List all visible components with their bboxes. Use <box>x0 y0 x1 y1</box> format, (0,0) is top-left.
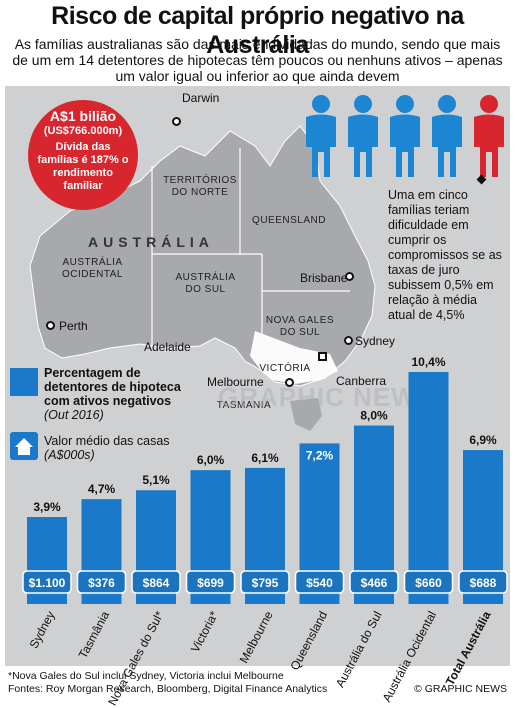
house-legend-label: Valor médio das casas (A$000s) <box>44 434 170 462</box>
bar-legend-date: (Out 2016) <box>44 408 104 422</box>
city-dot-perth <box>46 321 55 330</box>
category-label-4: Melbourne <box>237 609 276 666</box>
house-value-label-6: $466 <box>361 576 388 590</box>
person-icon <box>432 95 462 177</box>
city-brisbane: Brisbane <box>300 271 348 285</box>
person-icon <box>390 95 420 177</box>
house-value-label-4: $795 <box>252 576 279 590</box>
category-label-1: Tasmânia <box>76 609 113 661</box>
interest-rate-note: Uma em cinco famílias teriam dificuldade… <box>388 188 502 322</box>
city-dot-darwin <box>172 117 181 126</box>
category-label-3: Victoria* <box>188 609 221 655</box>
city-dot-canberra <box>318 352 327 361</box>
mainland-shape <box>29 125 376 387</box>
people-icons <box>306 95 504 177</box>
bar-value-label-2: 5,1% <box>142 473 170 487</box>
bar-value-label-0: 3,9% <box>33 500 61 514</box>
person-icon <box>348 95 378 177</box>
victoria-shape <box>250 331 338 384</box>
house-value-label-0: $1.100 <box>29 576 66 590</box>
region-south-australia: AUSTRÁLIA DO SUL <box>175 272 236 295</box>
person-icon-highlighted <box>474 95 504 177</box>
house-value-badge-1 <box>76 570 127 594</box>
house-value-badge-8 <box>458 570 508 594</box>
house-value-badge-3 <box>185 570 236 594</box>
bar-legend-label: Percentagem de detentores de hipoteca co… <box>44 366 189 422</box>
city-dot-melbourne <box>285 378 294 387</box>
stat-description: Dívida das famílias é 187% o rendimento … <box>37 141 129 192</box>
region-new-south-wales: NOVA GALES DO SUL <box>265 315 335 338</box>
house-value-label-3: $699 <box>197 576 224 590</box>
category-label-6: Austrália do Sul <box>333 609 385 690</box>
bar-value-label-6: 8,0% <box>360 409 388 423</box>
house-value-label-7: $660 <box>415 576 442 590</box>
bar-legend-swatch <box>10 368 38 396</box>
category-label-0: Sydney <box>26 609 57 651</box>
footnote-text: *Nova Gales do Sul inclui Sydney, Victor… <box>8 670 284 682</box>
credit: © GRAPHIC NEWS <box>414 683 507 695</box>
bar-value-label-7: 10,4% <box>411 355 445 369</box>
bar-7 <box>408 372 449 604</box>
region-queensland: QUEENSLAND <box>252 215 326 226</box>
city-canberra: Canberra <box>336 374 387 388</box>
house-value-badge-5 <box>294 570 345 594</box>
category-label-8: Total Austrália <box>443 609 494 688</box>
australia-map <box>29 125 376 431</box>
house-legend-unit: (A$000s) <box>44 448 95 462</box>
tasmania-shape <box>290 398 322 431</box>
person-icon <box>306 95 336 177</box>
city-adelaide: Adelaide <box>144 340 191 354</box>
house-value-label-5: $540 <box>306 576 333 590</box>
page-title: Risco de capital próprio negativo na Aus… <box>51 2 464 59</box>
household-debt-stat: A$1 bilião (US$766.000m) Dívida das famí… <box>28 100 138 210</box>
house-legend-icon <box>10 432 38 460</box>
region-victoria: VICTÓRIA <box>259 363 311 374</box>
house-value-badge-7 <box>403 570 454 594</box>
bar-value-label-5: 7,2% <box>306 448 334 462</box>
city-sydney: Sydney <box>355 334 396 348</box>
house-value-label-2: $864 <box>143 576 170 590</box>
bar-value-label-8: 6,9% <box>469 433 497 447</box>
page-subtitle: As famílias australianas são das mais en… <box>12 36 503 84</box>
region-western-australia: AUSTRÁLIA OCIDENTAL <box>62 257 123 280</box>
house-value-badge-4 <box>240 570 290 594</box>
house-legend-text: Valor médio das casas <box>44 434 170 448</box>
map-country-label: AUSTRÁLIA <box>88 234 214 250</box>
bar-value-label-4: 6,1% <box>251 451 279 465</box>
city-darwin: Darwin <box>182 91 220 105</box>
region-tasmania: TASMANIA <box>216 400 272 411</box>
house-value-badge-6 <box>349 570 399 594</box>
house-value-label-8: $688 <box>470 576 497 590</box>
house-value-badge-2 <box>131 570 181 594</box>
city-dot-brisbane <box>345 272 354 281</box>
house-value-label-1: $376 <box>88 576 115 590</box>
stat-usd: (US$766.000m) <box>43 125 123 137</box>
sources-text: Fontes: Roy Morgan Research, Bloomberg, … <box>8 683 328 695</box>
stat-amount: A$1 bilião <box>49 108 117 124</box>
category-label-5: Queensland <box>287 609 330 673</box>
city-dot-sydney <box>344 336 353 345</box>
house-value-badge-0 <box>22 570 72 594</box>
city-perth: Perth <box>59 319 88 333</box>
city-melbourne: Melbourne <box>207 375 264 389</box>
bar-value-label-1: 4,7% <box>88 482 116 496</box>
region-northern-territory: TERRITÓRIOS DO NORTE <box>163 175 237 198</box>
bar-legend-text: Percentagem de detentores de hipoteca co… <box>44 366 181 408</box>
graphic-news-watermark: GRAPHIC NEWS <box>218 382 436 412</box>
footnote: *Nova Gales do Sul inclui Sydney, Victor… <box>8 670 327 696</box>
bar-value-label-3: 6,0% <box>197 453 225 467</box>
